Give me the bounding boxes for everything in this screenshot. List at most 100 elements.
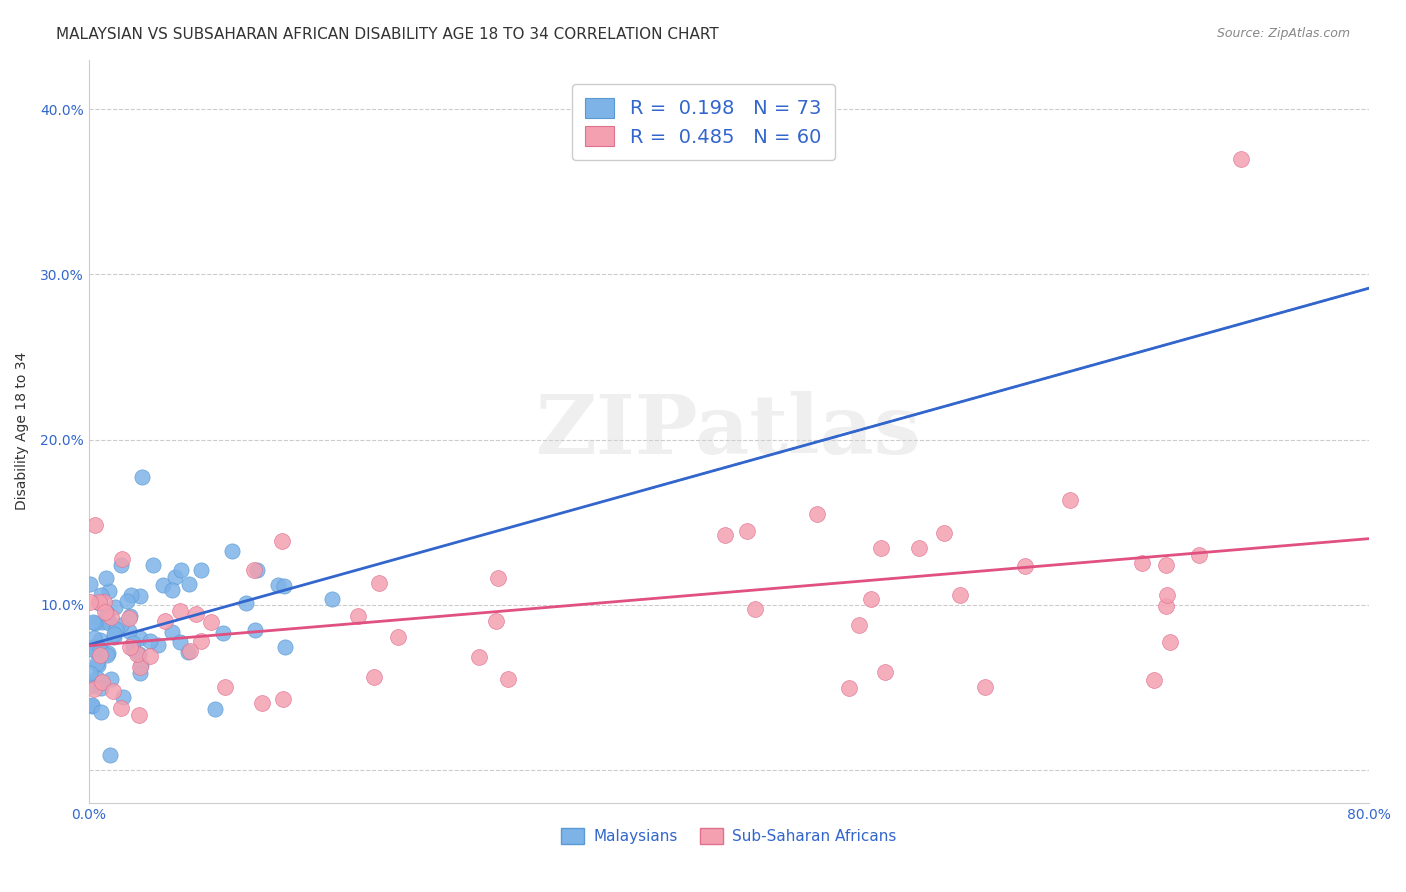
Point (1014, 559, 1036, 574)
Point (806, 507, 828, 521)
Point (138, 634, 160, 648)
Point (274, 640, 297, 654)
Point (838, 681, 860, 695)
Point (93, 605, 115, 619)
Point (744, 601, 766, 615)
Point (129, 589, 152, 603)
Point (104, 600, 127, 615)
Point (96, 648, 118, 662)
Point (243, 563, 266, 577)
Point (496, 672, 519, 686)
Point (169, 635, 191, 649)
Point (110, 700, 132, 714)
Point (485, 614, 508, 628)
Point (91, 615, 114, 630)
Point (870, 541, 893, 556)
Point (98, 583, 121, 598)
Point (80, 642, 103, 657)
Point (89, 648, 111, 663)
Point (79, 665, 101, 680)
Point (111, 690, 134, 704)
Point (97, 646, 120, 660)
Point (848, 617, 870, 632)
Point (1154, 558, 1177, 573)
Point (110, 617, 132, 632)
Point (177, 577, 200, 591)
Point (266, 577, 288, 591)
Point (214, 681, 236, 695)
Point (1154, 599, 1177, 614)
Point (131, 469, 153, 483)
Point (79, 595, 101, 609)
Point (221, 544, 243, 558)
Point (321, 591, 343, 606)
Point (713, 527, 735, 541)
Point (146, 639, 169, 653)
Point (87, 657, 110, 672)
Point (98, 747, 121, 762)
Point (121, 635, 143, 649)
Y-axis label: Disability Age 18 to 34: Disability Age 18 to 34 (15, 352, 30, 510)
Point (90, 681, 112, 695)
Point (387, 630, 409, 644)
Point (128, 707, 150, 722)
Point (179, 643, 201, 657)
Point (87, 639, 110, 653)
Point (118, 624, 141, 638)
Point (83, 631, 105, 645)
Point (163, 570, 186, 584)
Point (110, 558, 132, 573)
Text: MALAYSIAN VS SUBSAHARAN AFRICAN DISABILITY AGE 18 TO 34 CORRELATION CHART: MALAYSIAN VS SUBSAHARAN AFRICAN DISABILI… (56, 27, 718, 42)
Point (973, 680, 995, 694)
Point (468, 650, 491, 665)
Point (273, 579, 295, 593)
Point (125, 648, 148, 662)
Point (118, 610, 141, 624)
Point (932, 526, 955, 541)
Point (89, 632, 111, 647)
Point (83, 615, 105, 630)
Point (245, 624, 267, 638)
Point (368, 575, 391, 590)
Point (190, 563, 212, 577)
Point (153, 614, 176, 628)
Point (129, 631, 152, 645)
Point (83, 682, 105, 697)
Point (128, 665, 150, 680)
Point (90, 588, 112, 602)
Point (176, 645, 198, 659)
Point (82, 698, 104, 713)
Point (737, 524, 759, 538)
Point (91, 675, 114, 690)
Point (101, 684, 124, 698)
Point (94, 571, 117, 585)
Point (89, 676, 111, 690)
Point (90, 705, 112, 719)
Point (152, 578, 174, 592)
Point (200, 615, 222, 629)
Point (129, 659, 152, 673)
Point (96, 607, 118, 621)
Point (84, 644, 107, 658)
Point (270, 534, 292, 549)
Point (160, 582, 183, 597)
Point (89, 594, 111, 608)
Point (875, 665, 897, 679)
Point (170, 564, 193, 578)
Point (86, 656, 108, 670)
Point (139, 648, 162, 663)
Point (252, 696, 274, 710)
Point (120, 588, 142, 602)
Point (89, 596, 111, 610)
Point (1159, 634, 1181, 648)
Point (860, 591, 883, 606)
Point (1059, 493, 1081, 508)
Point (80, 679, 103, 693)
Point (212, 625, 235, 640)
Point (128, 647, 150, 661)
Point (103, 627, 125, 641)
Point (169, 605, 191, 619)
Point (129, 658, 152, 673)
Point (271, 692, 294, 706)
Point (79, 577, 101, 591)
